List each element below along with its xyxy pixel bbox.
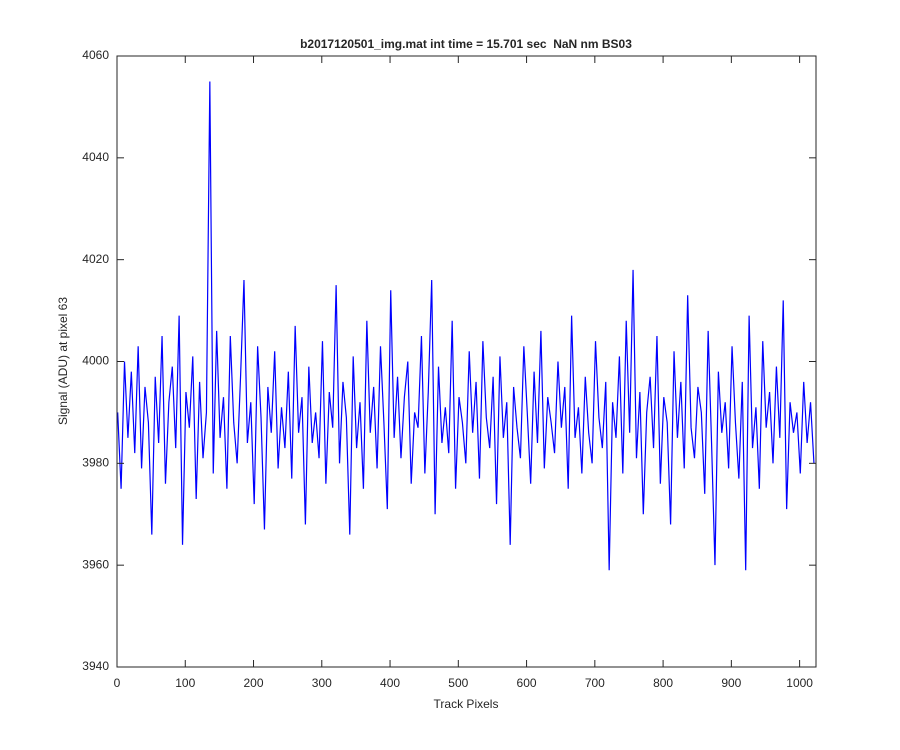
x-tick-label: 700 bbox=[585, 676, 605, 690]
y-tick-label: 4000 bbox=[82, 354, 109, 368]
x-tick-label: 100 bbox=[175, 676, 195, 690]
y-tick-label: 3940 bbox=[82, 659, 109, 673]
x-tick-label: 200 bbox=[244, 676, 264, 690]
data-line bbox=[117, 81, 815, 571]
x-tick-label: 300 bbox=[312, 676, 332, 690]
x-tick-label: 600 bbox=[517, 676, 537, 690]
x-tick-label: 500 bbox=[448, 676, 468, 690]
x-tick-label: 400 bbox=[380, 676, 400, 690]
y-axis-label: Signal (ADU) at pixel 63 bbox=[56, 297, 70, 425]
y-tick-label: 3960 bbox=[82, 557, 109, 571]
y-tick-label: 4060 bbox=[82, 48, 109, 62]
x-tick-label: 0 bbox=[114, 676, 121, 690]
y-tick-label: 4020 bbox=[82, 252, 109, 266]
y-tick-label: 3980 bbox=[82, 456, 109, 470]
y-tick-label: 4040 bbox=[82, 150, 109, 164]
x-tick-label: 1000 bbox=[786, 676, 813, 690]
x-axis-label: Track Pixels bbox=[434, 697, 499, 711]
x-tick-label: 800 bbox=[653, 676, 673, 690]
chart-title: b2017120501_img.mat int time = 15.701 se… bbox=[300, 37, 632, 51]
x-tick-label: 900 bbox=[721, 676, 741, 690]
